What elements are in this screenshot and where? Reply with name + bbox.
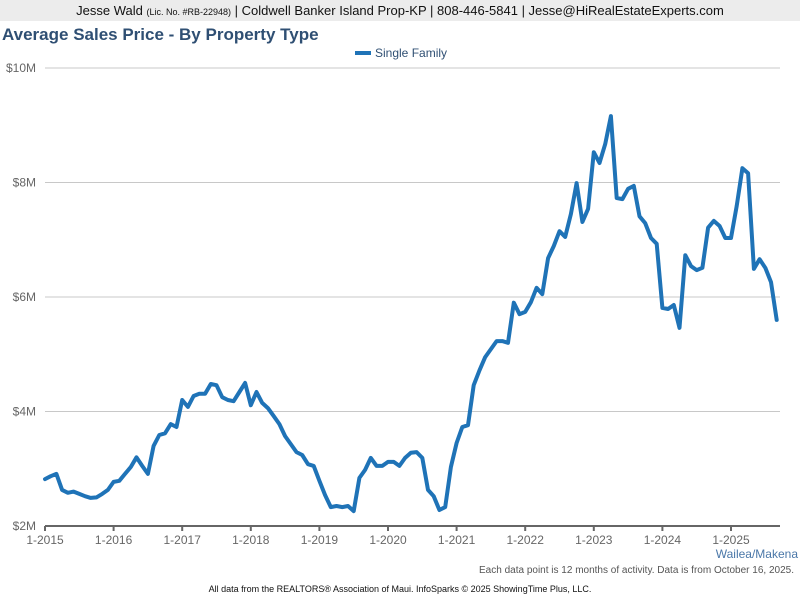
x-tick-label: 1-2020 (369, 533, 407, 547)
area-label: Wailea/Makena (715, 547, 798, 561)
license-number: (Lic. No. #RB-22948) (146, 7, 232, 17)
y-tick-label: $4M (13, 405, 36, 419)
y-tick-label: $8M (13, 176, 36, 190)
legend-label: Single Family (375, 46, 448, 60)
x-tick-label: 1-2022 (507, 533, 545, 547)
y-tick-label: $10M (6, 61, 36, 75)
agent-name: Jesse Wald (76, 3, 143, 18)
agent-contact: | Coldwell Banker Island Prop-KP | 808-4… (234, 3, 724, 18)
x-tick-label: 1-2021 (438, 533, 476, 547)
data-note: Each data point is 12 months of activity… (479, 565, 794, 576)
x-tick-label: 1-2024 (644, 533, 682, 547)
x-tick-label: 1-2018 (232, 533, 270, 547)
chart-title: Average Sales Price - By Property Type (2, 25, 319, 44)
series-line-single-family (43, 114, 779, 514)
y-tick-label: $2M (13, 519, 36, 533)
x-tick-label: 1-2016 (95, 533, 133, 547)
footer-credit: All data from the REALTORS® Association … (208, 584, 592, 594)
x-tick-label: 1-2019 (301, 533, 339, 547)
legend-swatch (355, 51, 371, 55)
agent-header: Jesse Wald (Lic. No. #RB-22948) | Coldwe… (0, 0, 800, 21)
x-tick-label: 1-2017 (164, 533, 202, 547)
x-tick-label: 1-2023 (575, 533, 613, 547)
legend[interactable]: Single Family (355, 46, 447, 60)
x-tick-label: 1-2015 (26, 533, 64, 547)
x-tick-label: 1-2025 (712, 533, 750, 547)
y-tick-label: $6M (13, 290, 36, 304)
